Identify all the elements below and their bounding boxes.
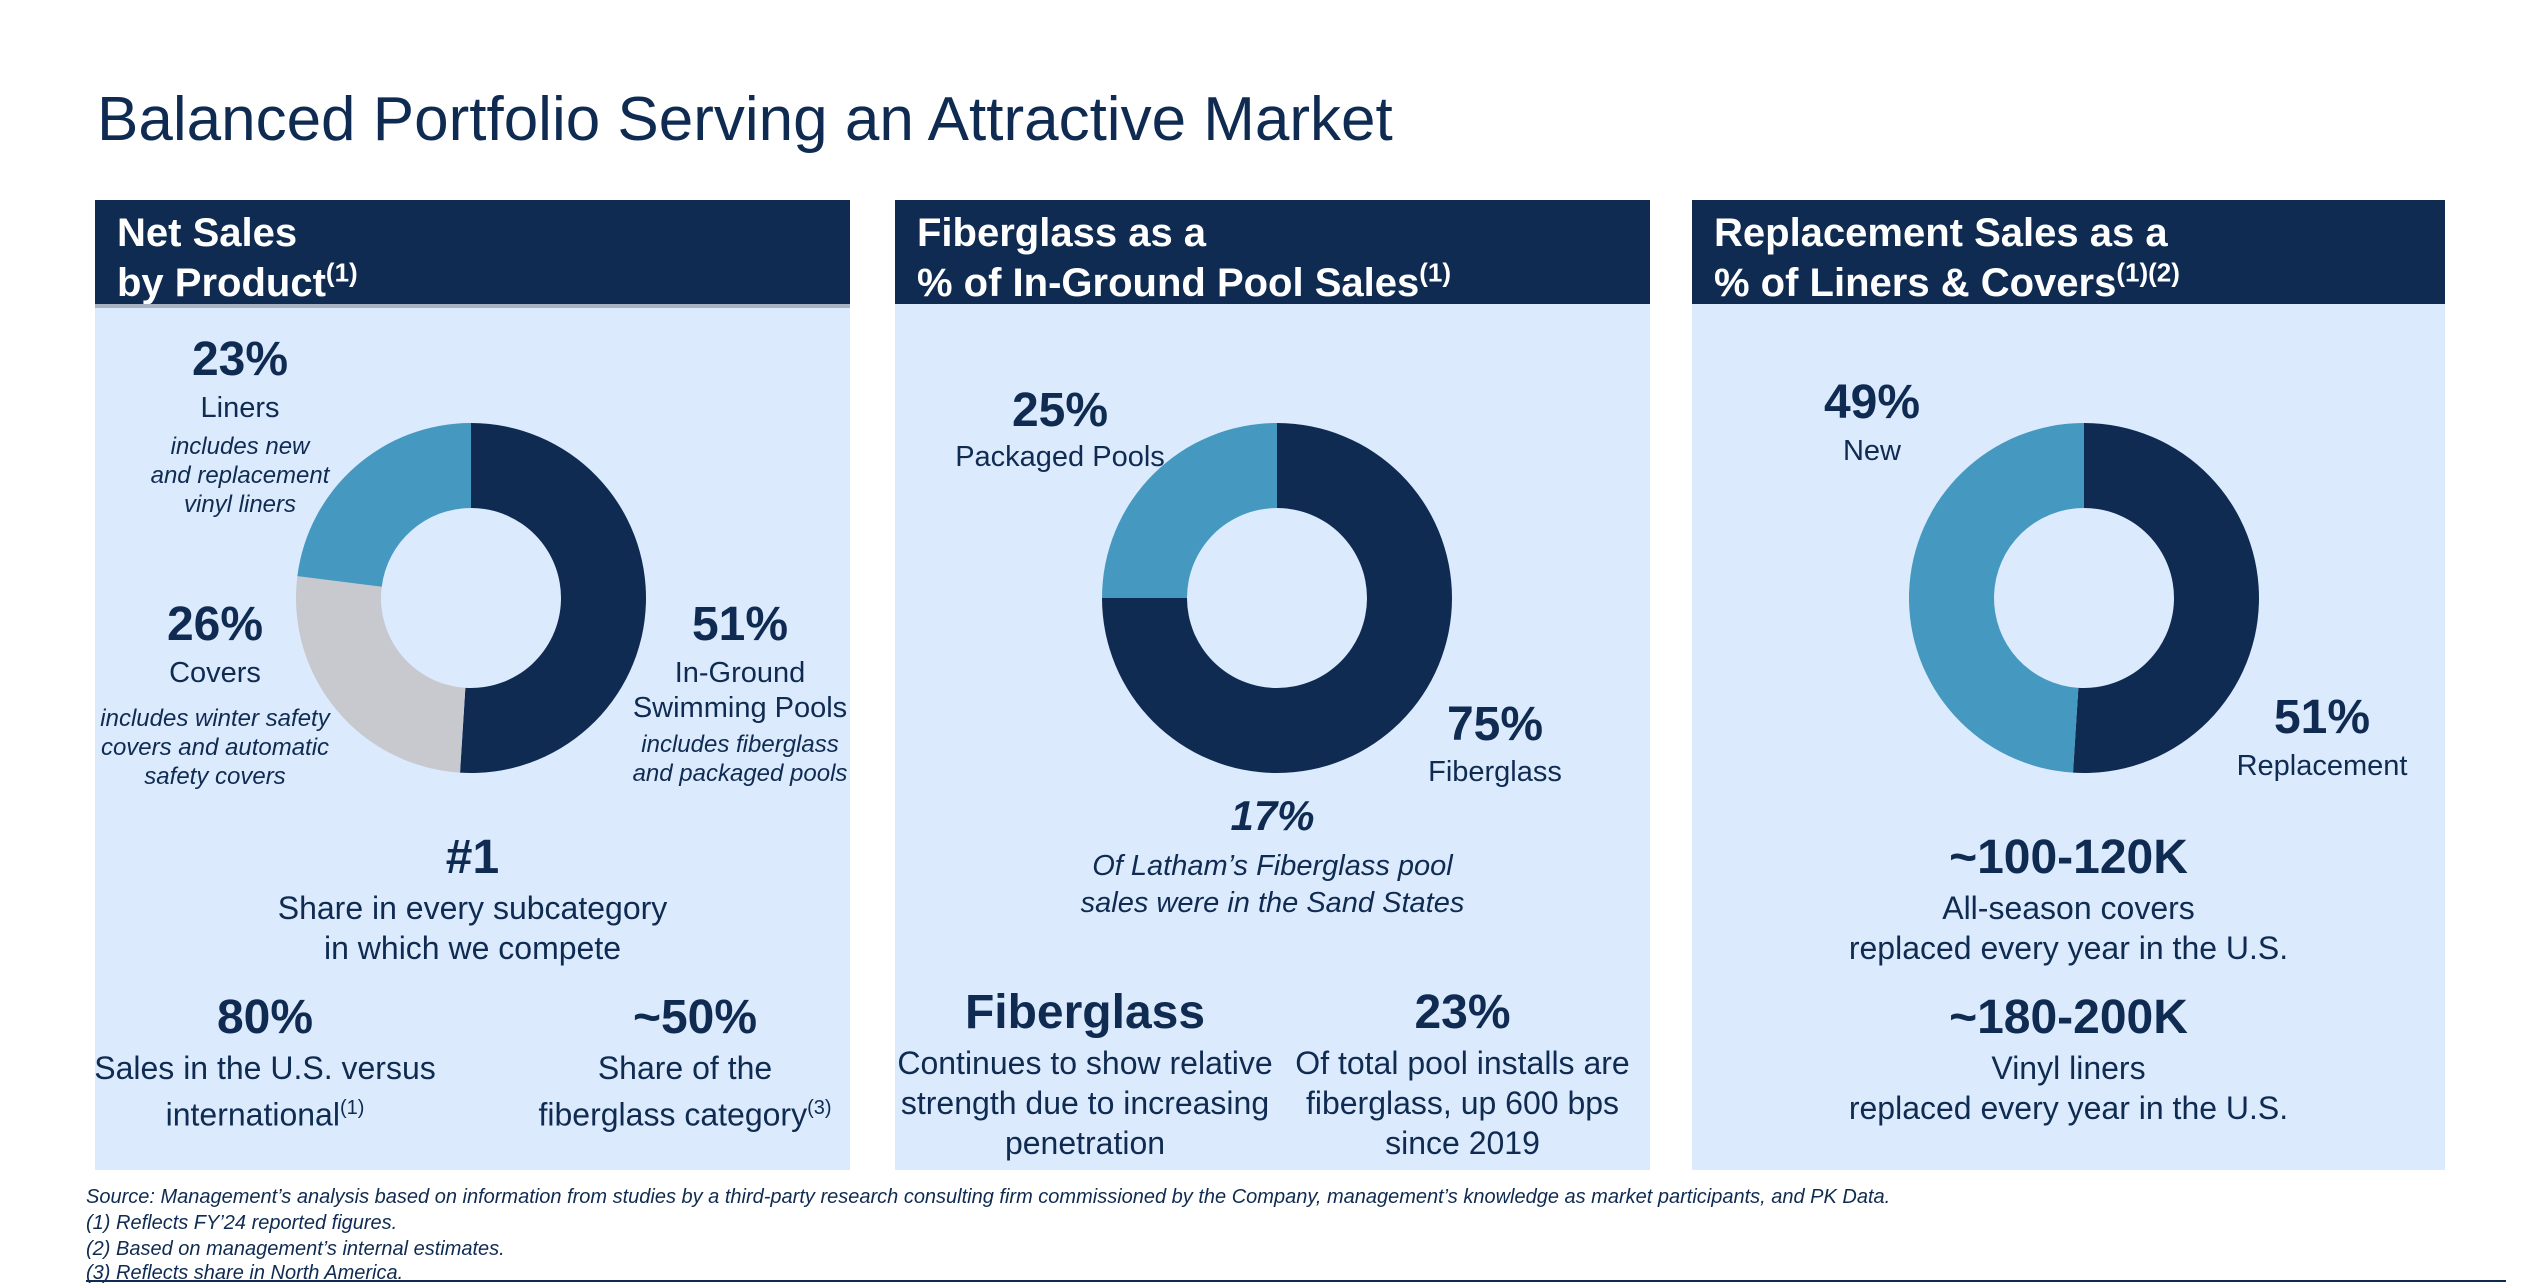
panel-fiberglass: Fiberglass as a % of In-Ground Pool Sale…: [895, 200, 1650, 1170]
panel-net-sales: Net Sales by Product(1) 23% Liners inclu…: [94, 200, 850, 1170]
footnote-3: (3) Reflects share in North America.: [86, 1262, 404, 1284]
donut-slice-liners: [297, 423, 471, 587]
donut-chart-replacement: [1909, 423, 2260, 773]
bottom-rule: [86, 1280, 2506, 1282]
donut-slice-packaged-pools: [1102, 423, 1277, 598]
fiberglass-stat-title: Fiberglass: [964, 986, 1206, 1039]
covers-label: Covers: [169, 657, 261, 689]
donut-slice-fiberglass: [1102, 423, 1452, 773]
panel-header-line2: % of In-Ground Pool Sales: [917, 261, 1420, 305]
footnote-ref: (1): [325, 257, 358, 288]
packaged-label: Packaged Pools: [955, 441, 1165, 473]
liners-replaced-description: Vinyl liners replaced every year in the …: [1848, 1050, 2289, 1126]
rank-description: Share in every subcategory in which we c…: [277, 890, 668, 966]
installs-description: Of total pool installs are fiberglass, u…: [1295, 1045, 1630, 1161]
new-percent: 49%: [1823, 376, 1921, 429]
donut-slice-new: [1909, 423, 2084, 773]
source-note: Source: Management’s analysis based on i…: [86, 1186, 1891, 1208]
pools-note: includes fiberglass and packaged pools: [632, 731, 848, 787]
fiberglass-share-description: Share of the fiberglass category(3): [538, 1050, 832, 1133]
packaged-percent: 25%: [1011, 384, 1109, 437]
installs-value: 23%: [1414, 986, 1511, 1039]
fiberglass-label: Fiberglass: [1428, 756, 1562, 788]
liners-label: Liners: [200, 392, 280, 424]
replacement-label: Replacement: [2236, 750, 2408, 782]
footnote-1: (1) Reflects FY’24 reported figures.: [86, 1212, 398, 1234]
footnote-ref: (1)(2): [2116, 257, 2180, 288]
liners-note: includes new and replacement vinyl liner…: [150, 433, 330, 518]
covers-replaced-description: All-season covers replaced every year in…: [1848, 890, 2289, 966]
panel-header: Replacement Sales as a % of Liners & Cov…: [1692, 200, 2445, 305]
covers-replaced-value: ~100-120K: [1949, 831, 2188, 884]
panel-header-line1: Fiberglass as a: [917, 211, 1207, 255]
us-sales-description: Sales in the U.S. versus international(1…: [94, 1050, 436, 1133]
footnote-2: (2) Based on management’s internal estim…: [86, 1238, 505, 1260]
donut-slice-in-ground-swimming-pools: [460, 423, 647, 773]
footnote-ref: (1): [1419, 257, 1452, 288]
donut-slice-replacement: [2073, 423, 2260, 773]
liners-replaced-value: ~180-200K: [1949, 991, 2188, 1044]
liners-percent: 23%: [191, 333, 289, 386]
panel-header-line2: % of Liners & Covers: [1714, 261, 2117, 305]
panel-header-line2: by Product: [117, 261, 326, 305]
pools-label: In-Ground Swimming Pools: [632, 657, 848, 724]
header-divider: [95, 304, 850, 308]
panel-header-line1: Replacement Sales as a: [1714, 211, 2168, 255]
rank-value: #1: [445, 831, 500, 884]
panel-header: Net Sales by Product(1): [95, 200, 850, 305]
donut-chart-fiberglass: [1102, 423, 1452, 773]
us-sales-value: 80%: [216, 991, 314, 1044]
sand-states-percent: 17%: [1230, 792, 1315, 839]
covers-percent: 26%: [166, 598, 264, 651]
panel-header: Fiberglass as a % of In-Ground Pool Sale…: [895, 200, 1650, 305]
fiberglass-percent: 75%: [1446, 698, 1544, 751]
fiberglass-share-value: ~50%: [632, 991, 758, 1044]
donut-slice-covers: [296, 576, 466, 773]
panel-replacement: Replacement Sales as a % of Liners & Cov…: [1692, 200, 2445, 1170]
panel-header-line1: Net Sales: [117, 211, 298, 255]
donut-chart-net-sales: [296, 423, 647, 773]
page-title: Balanced Portfolio Serving an Attractive…: [97, 85, 1393, 154]
new-label: New: [1842, 435, 1901, 467]
covers-note: includes winter safety covers and automa…: [100, 705, 330, 790]
sand-states-description: Of Latham’s Fiberglass pool sales were i…: [1080, 850, 1465, 919]
fiberglass-stat-description: Continues to show relative strength due …: [897, 1045, 1273, 1161]
replacement-percent: 51%: [2273, 691, 2371, 744]
pools-percent: 51%: [691, 598, 789, 651]
